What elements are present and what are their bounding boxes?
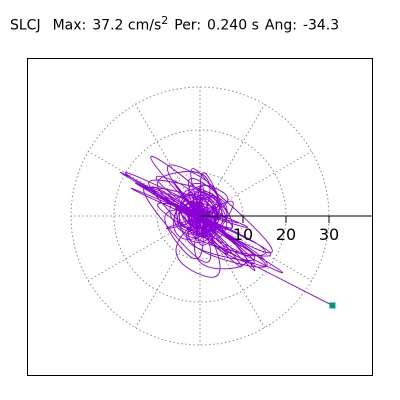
ang-value: -34.3 bbox=[302, 17, 340, 34]
cluster-loop bbox=[190, 211, 202, 224]
cluster-loop bbox=[173, 191, 220, 240]
cluster-loop bbox=[189, 207, 203, 217]
grid-spoke-210 bbox=[88, 215, 201, 281]
grid-spoke-240 bbox=[135, 215, 201, 328]
cluster-loop bbox=[184, 208, 211, 230]
plot-frame bbox=[27, 58, 373, 376]
ang-label: Ang: bbox=[264, 17, 297, 34]
station-code: SLCJ bbox=[10, 17, 41, 34]
motion-trace bbox=[119, 155, 333, 306]
max-value: 37.2 bbox=[92, 17, 124, 34]
max-unit: cm/s bbox=[127, 17, 162, 34]
center-cluster bbox=[169, 185, 228, 243]
cluster-loop bbox=[177, 198, 217, 230]
tick-label-1: 10 bbox=[233, 225, 253, 244]
per-label: Per: bbox=[174, 17, 202, 34]
tick-label-3: 30 bbox=[319, 225, 339, 244]
grid-spoke-120 bbox=[135, 104, 201, 217]
grid-spoke-300 bbox=[199, 215, 265, 328]
max-label: Max: bbox=[52, 17, 87, 34]
per-value: 0.240 s bbox=[207, 17, 259, 34]
grid-spoke-150 bbox=[88, 151, 201, 217]
end-marker bbox=[329, 302, 336, 309]
max-unit-exponent: 2 bbox=[161, 14, 169, 27]
cluster-loop bbox=[185, 201, 207, 227]
title-bar: SLCJ Max: 37.2 cm/s2 Per: 0.240 s Ang: -34.3 bbox=[10, 14, 339, 34]
cluster-loop bbox=[180, 191, 228, 240]
grid-spoke-60 bbox=[199, 104, 265, 217]
grid-spoke-30 bbox=[199, 151, 312, 217]
cluster-loop bbox=[176, 188, 216, 243]
tick-label-2: 20 bbox=[276, 225, 296, 244]
